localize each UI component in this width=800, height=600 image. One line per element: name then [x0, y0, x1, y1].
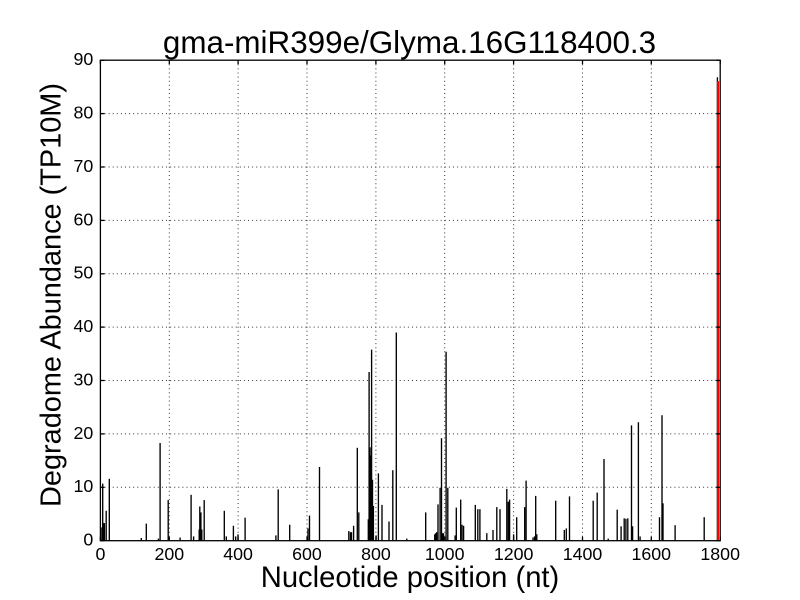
svg-text:1800: 1800: [700, 544, 740, 564]
svg-text:50: 50: [74, 263, 94, 283]
svg-text:200: 200: [154, 544, 184, 564]
svg-text:1000: 1000: [425, 544, 465, 564]
svg-text:80: 80: [74, 103, 94, 123]
svg-text:gma-miR399e/Glyma.16G118400.3: gma-miR399e/Glyma.16G118400.3: [163, 25, 656, 60]
svg-text:90: 90: [74, 49, 94, 69]
svg-text:Degradome Abundance (TP10M): Degradome Abundance (TP10M): [36, 83, 68, 507]
svg-text:60: 60: [74, 209, 94, 229]
svg-text:Nucleotide position (nt): Nucleotide position (nt): [261, 562, 560, 594]
svg-text:1200: 1200: [494, 544, 534, 564]
svg-text:70: 70: [74, 156, 94, 176]
svg-text:0: 0: [83, 530, 93, 550]
svg-text:40: 40: [74, 316, 94, 336]
svg-text:0: 0: [95, 544, 105, 564]
svg-text:400: 400: [223, 544, 253, 564]
svg-text:1600: 1600: [632, 544, 672, 564]
svg-text:20: 20: [74, 423, 94, 443]
svg-text:800: 800: [361, 544, 391, 564]
svg-text:10: 10: [74, 476, 94, 496]
svg-text:30: 30: [74, 369, 94, 389]
svg-text:1400: 1400: [563, 544, 603, 564]
svg-text:600: 600: [292, 544, 322, 564]
